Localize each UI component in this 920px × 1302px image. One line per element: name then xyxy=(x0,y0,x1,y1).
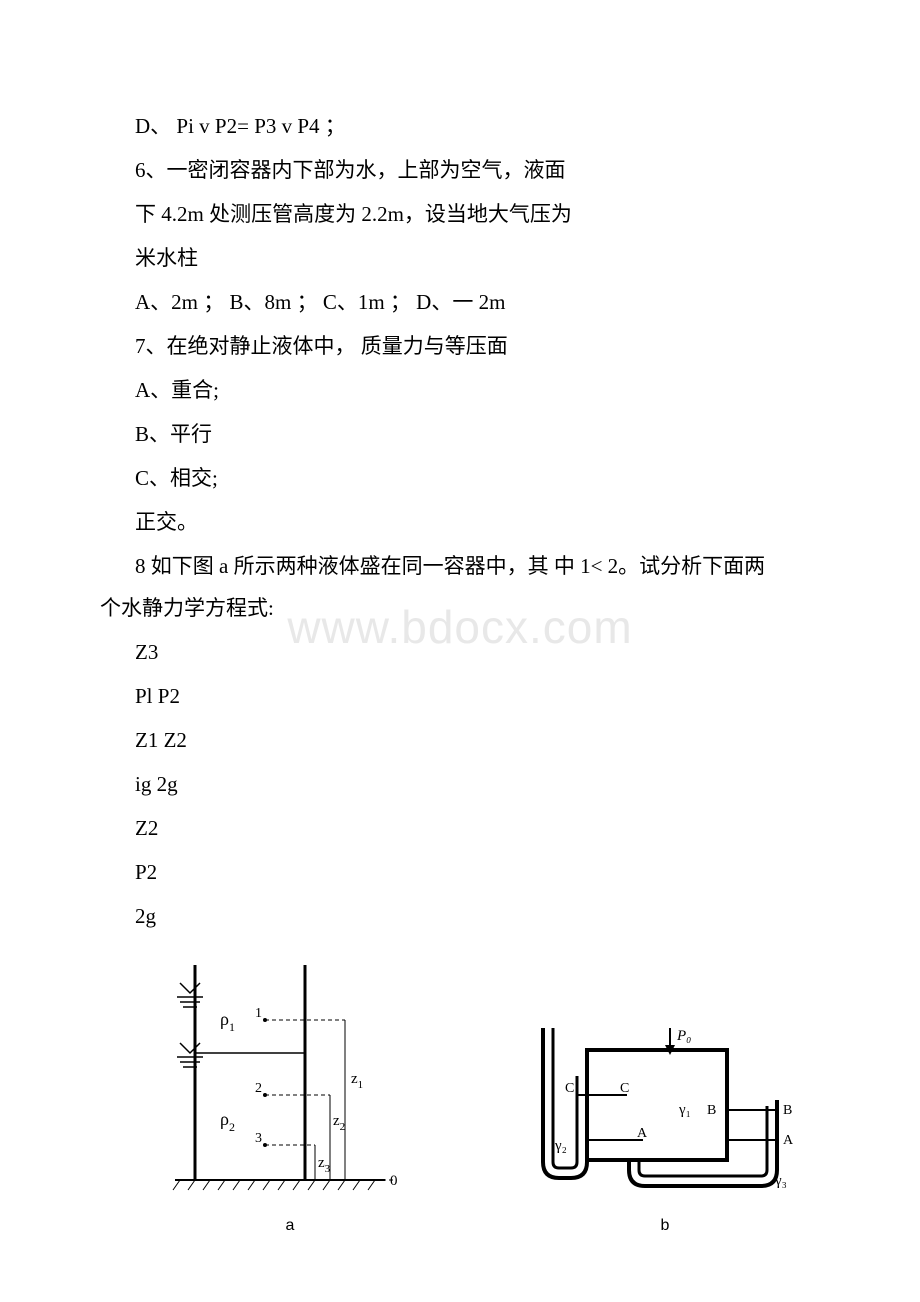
text-line: D、 Pi v P2= P3 v P4 ； xyxy=(135,105,785,147)
rho1-label: ρ1 xyxy=(220,1009,235,1034)
text-line: B、平行 xyxy=(135,413,785,455)
text-line: ig 2g xyxy=(135,763,785,805)
c-left-label: C xyxy=(565,1081,574,1096)
text-line: Z1 Z2 xyxy=(135,719,785,761)
text-line: 7、在绝对静止液体中， 质量力与等压面 xyxy=(135,325,785,367)
text-line: 2g xyxy=(135,895,785,937)
figure-b-caption: b xyxy=(661,1217,670,1235)
p0-label: P₀ xyxy=(676,1028,691,1044)
text-line: 8 如下图 a 所示两种液体盛在同一容器中，其 中 1< 2。试分析下面两个水静… xyxy=(100,545,785,629)
figure-b-block: P₀ C C B B A A γ₁ γ₂ γ₃ b xyxy=(525,1010,805,1235)
text-line: A、重合; xyxy=(135,369,785,411)
c-right-label: C xyxy=(620,1081,629,1096)
text-line: P2 xyxy=(135,851,785,893)
point2-label: 2 xyxy=(255,1081,262,1096)
z3-label: z3 xyxy=(318,1155,331,1175)
text-line: 米水柱 xyxy=(135,237,785,279)
z1-label: z1 xyxy=(351,1071,363,1091)
b-outer-label: B xyxy=(783,1103,792,1118)
a-inner-label: A xyxy=(637,1126,648,1141)
point3-label: 3 xyxy=(255,1131,262,1146)
point1-label: 1 xyxy=(255,1006,262,1021)
figure-a-block: ρ1 ρ2 1 2 3 z1 z2 xyxy=(165,955,415,1235)
text-line: Z2 xyxy=(135,807,785,849)
a-outer-label: A xyxy=(783,1133,794,1148)
gamma1-label: γ₁ xyxy=(678,1102,691,1118)
gamma3-label: γ₃ xyxy=(774,1173,787,1189)
text-line: Z3 xyxy=(135,631,785,673)
text-line: A、2m ； B、8m ； C、1m ； D、一 2m xyxy=(135,281,785,323)
figure-a-caption: a xyxy=(286,1217,295,1235)
figures-container: ρ1 ρ2 1 2 3 z1 z2 xyxy=(165,955,785,1235)
text-line: 6、一密闭容器内下部为水，上部为空气，液面 xyxy=(135,149,785,191)
z2-label: z2 xyxy=(333,1113,345,1133)
rho2-label: ρ2 xyxy=(220,1109,235,1134)
text-line: 正交。 xyxy=(135,501,785,543)
b-inner-label: B xyxy=(707,1103,716,1118)
figure-b-svg: P₀ C C B B A A γ₁ γ₂ γ₃ xyxy=(525,1010,805,1205)
origin-label: 0 xyxy=(390,1173,398,1189)
figure-a-svg: ρ1 ρ2 1 2 3 z1 z2 xyxy=(165,955,415,1205)
text-line: 下 4.2m 处测压管高度为 2.2m，设当地大气压为 xyxy=(135,193,785,235)
gamma2-label: γ₂ xyxy=(554,1138,567,1154)
text-line: Pl P2 xyxy=(135,675,785,717)
document-content: D、 Pi v P2= P3 v P4 ； 6、一密闭容器内下部为水，上部为空气… xyxy=(135,105,785,1235)
text-line: C、相交; xyxy=(135,457,785,499)
